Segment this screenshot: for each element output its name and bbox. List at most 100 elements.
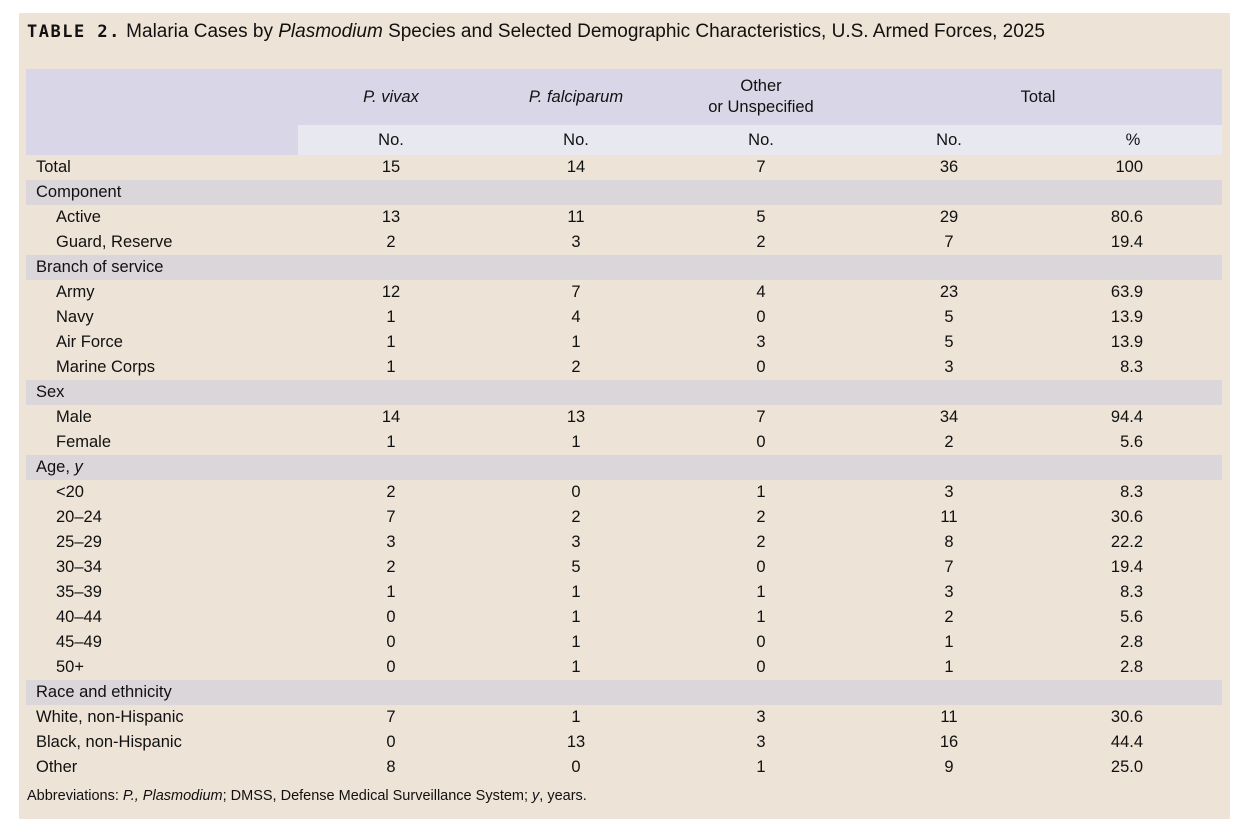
table-row: Army 12 7 4 23 63.9 [26,280,1222,305]
cell-pct: 30.6 [1110,508,1144,526]
cell-total: 34 [939,408,959,426]
table-row: Air Force 1 1 3 5 13.9 [26,330,1222,355]
cell-pct: 94.4 [1110,408,1144,426]
table-row: 30–34 2 5 0 7 19.4 [26,555,1222,580]
section-label: Branch of service [26,255,1223,280]
cell-falciparum: 13 [566,408,586,426]
row-label: 35–39 [56,583,102,601]
cell-falciparum: 1 [571,633,581,651]
section-label-text: Sex [36,383,65,401]
row-label: 25–29 [56,533,102,551]
table-row: 35–39 1 1 1 3 8.3 [26,580,1222,605]
header-total: Total [854,69,1223,125]
section-row: Sex [26,380,1223,405]
cell-total: 1 [944,633,954,651]
table-number: TABLE 2. [27,22,121,42]
malaria-cases-table: P. vivax P. falciparum Other or Unspecifi… [26,69,1223,780]
cell-vivax: 15 [381,158,401,176]
cell-vivax: 0 [386,633,396,651]
cell-total: 16 [939,733,959,751]
cell-vivax: 1 [386,308,396,326]
row-label: <20 [56,483,84,501]
cell-total: 36 [939,158,959,176]
cell-vivax: 2 [386,483,396,501]
cell-pct: 13.9 [1110,333,1144,351]
table-row: 20–24 7 2 2 11 30.6 [26,505,1222,530]
row-label: 45–49 [56,633,102,651]
cell-pct: 100 [1115,158,1144,176]
table-row: Total 15 14 7 36 100 [26,155,1222,180]
table-row: Other 8 0 1 9 25.0 [26,755,1222,780]
row-label: Air Force [56,333,123,351]
cell-total: 2 [944,608,954,626]
cell-total: 2 [944,433,954,451]
row-label: 50+ [56,658,84,676]
cell-vivax: 1 [386,358,396,376]
row-label: Black, non-Hispanic [36,733,182,751]
cell-vivax: 13 [381,208,401,226]
cell-total: 7 [944,558,954,576]
cell-total: 7 [944,233,954,251]
row-label: Male [56,408,92,426]
cell-falciparum: 4 [571,308,581,326]
cell-falciparum: 1 [571,433,581,451]
header-no-vivax: No. [298,125,484,155]
row-label: White, non-Hispanic [36,708,184,726]
cell-pct: 13.9 [1110,308,1144,326]
section-row: Branch of service [26,255,1223,280]
row-label: Army [56,283,95,301]
cell-total: 11 [940,508,958,526]
cell-pct: 19.4 [1110,233,1144,251]
cell-falciparum: 0 [571,483,581,501]
cell-vivax: 14 [381,408,401,426]
header-no-falciparum: No. [484,125,668,155]
cell-pct: 22.2 [1110,533,1144,551]
section-label: Component [26,180,1223,205]
cell-falciparum: 1 [571,658,581,676]
cell-other: 3 [756,733,766,751]
cell-total: 5 [944,333,954,351]
title-text-post: Species and Selected Demographic Charact… [388,21,1045,42]
table-row: 25–29 3 3 2 8 22.2 [26,530,1222,555]
cell-other: 0 [756,658,766,676]
cell-other: 2 [756,508,766,526]
section-row: Race and ethnicity [26,680,1223,705]
cell-total: 9 [944,758,954,776]
section-row: Component [26,180,1223,205]
cell-vivax: 3 [386,533,396,551]
header-other: Other or Unspecified [668,69,854,125]
cell-other: 7 [756,158,766,176]
cell-other: 5 [756,208,766,226]
cell-falciparum: 2 [571,358,581,376]
row-label: Female [56,433,112,451]
cell-falciparum: 3 [571,533,581,551]
section-label: Race and ethnicity [26,680,1223,705]
cell-pct: 8.3 [1120,483,1144,501]
table-row: Active 13 11 5 29 80.6 [26,205,1222,230]
section-label: Age, y [26,455,1223,480]
cell-vivax: 0 [386,608,396,626]
cell-total: 5 [944,308,954,326]
cell-total: 29 [939,208,959,226]
cell-vivax: 1 [386,333,396,351]
table-row: 45–49 0 1 0 1 2.8 [26,630,1222,655]
cell-vivax: 7 [386,708,396,726]
cell-pct: 2.8 [1120,658,1144,676]
table-row: Navy 1 4 0 5 13.9 [26,305,1222,330]
cell-vivax: 7 [386,508,396,526]
header-vivax: P. vivax [298,69,484,125]
section-label-text: Race and ethnicity [36,683,172,701]
cell-other: 2 [756,233,766,251]
cell-pct: 8.3 [1120,583,1144,601]
header-row-units: No. No. No. No. % [26,125,1223,155]
row-label: 20–24 [56,508,102,526]
cell-falciparum: 7 [571,283,581,301]
cell-vivax: 1 [386,583,396,601]
cell-falciparum: 13 [566,733,586,751]
cell-vivax: 0 [386,658,396,676]
section-label-text: Age, [36,458,75,476]
cell-vivax: 2 [386,558,396,576]
cell-total: 1 [944,658,954,676]
cell-other: 1 [756,758,766,776]
row-label: Total [36,158,71,176]
